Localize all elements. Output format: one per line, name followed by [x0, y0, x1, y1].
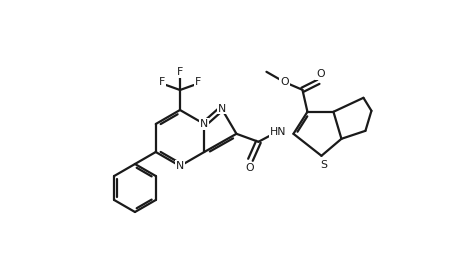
Text: O: O [280, 77, 289, 87]
Text: N: N [176, 161, 184, 171]
Text: HN: HN [270, 127, 287, 137]
Text: F: F [177, 67, 183, 77]
Text: O: O [316, 69, 325, 79]
Text: S: S [320, 160, 327, 170]
Text: N: N [200, 119, 209, 129]
Text: O: O [245, 163, 254, 173]
Text: F: F [195, 77, 201, 87]
Text: N: N [218, 103, 226, 114]
Text: F: F [159, 77, 165, 87]
